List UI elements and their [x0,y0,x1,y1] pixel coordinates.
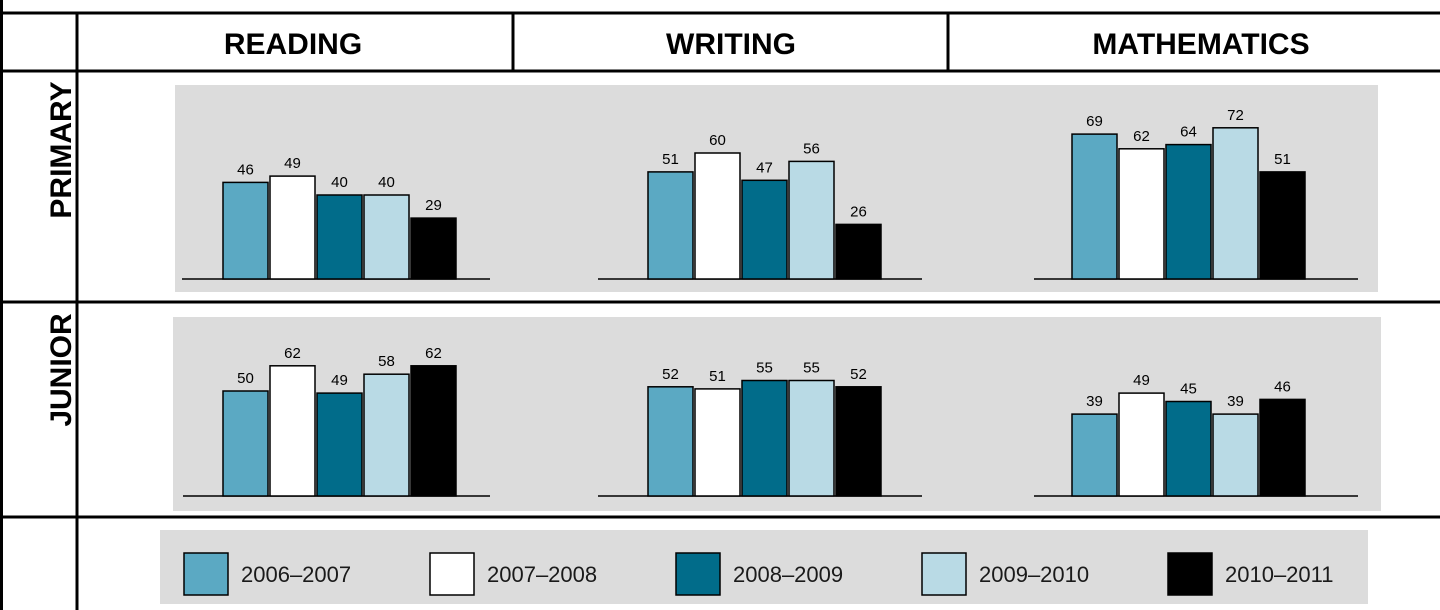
row-label-primary: PRIMARY [45,81,78,218]
bar-primary-reading-2009-2010 [363,194,410,280]
value-label-junior-mathematics-2009-2010: 39 [1227,393,1244,410]
value-label-primary-mathematics-2009-2010: 72 [1227,107,1244,124]
value-label-primary-writing-2010-2011: 26 [850,203,867,220]
bar-junior-mathematics-2007-2008 [1118,392,1165,497]
column-header-writing: WRITING [666,28,796,61]
legend-label-2007-2008: 2007–2008 [487,562,597,587]
value-label-junior-reading-2006-2007: 50 [237,370,254,387]
value-label-primary-mathematics-2007-2008: 62 [1133,128,1150,145]
value-label-junior-mathematics-2006-2007: 39 [1086,393,1103,410]
bar-primary-reading-2008-2009 [316,194,363,280]
bar-junior-writing-2010-2011 [835,386,882,497]
value-label-junior-mathematics-2010-2011: 46 [1274,378,1291,395]
bar-junior-writing-2008-2009 [741,379,788,497]
bar-primary-mathematics-2006-2007 [1071,133,1118,280]
bar-junior-mathematics-2006-2007 [1071,413,1118,497]
value-label-junior-reading-2007-2008: 62 [284,345,301,362]
value-label-primary-reading-2007-2008: 49 [284,155,301,172]
value-label-junior-writing-2007-2008: 51 [709,368,726,385]
bar-junior-reading-2010-2011 [410,365,457,497]
legend-swatch-2009-2010 [921,552,967,596]
bar-primary-reading-2007-2008 [269,175,316,280]
legend: 2006–2007 2007–2008 2008–2009 2009–2010 … [183,552,1334,596]
value-label-primary-writing-2008-2009: 47 [756,159,773,176]
legend-label-2010-2011: 2010–2011 [1225,562,1334,587]
value-label-junior-reading-2010-2011: 62 [425,345,442,362]
value-label-primary-reading-2009-2010: 40 [378,174,395,191]
value-label-junior-reading-2009-2010: 58 [378,353,395,370]
bar-junior-writing-2009-2010 [788,379,835,497]
bar-primary-mathematics-2009-2010 [1212,127,1259,280]
bar-primary-reading-2010-2011 [410,217,457,280]
row-label-junior: JUNIOR [45,313,78,427]
value-label-junior-mathematics-2007-2008: 49 [1133,372,1150,389]
value-label-junior-reading-2008-2009: 49 [331,372,348,389]
bar-junior-reading-2008-2009 [316,392,363,497]
value-label-primary-writing-2007-2008: 60 [709,132,726,149]
bar-junior-reading-2006-2007 [222,390,269,497]
column-header-reading: READING [224,28,362,61]
bar-primary-writing-2010-2011 [835,223,882,280]
value-label-primary-mathematics-2010-2011: 51 [1274,151,1291,168]
value-label-junior-writing-2009-2010: 55 [803,360,820,377]
value-label-primary-writing-2009-2010: 56 [803,140,820,157]
bar-primary-mathematics-2008-2009 [1165,143,1212,280]
legend-label-2006-2007: 2006–2007 [241,562,351,587]
value-label-junior-writing-2008-2009: 55 [756,360,773,377]
value-label-primary-reading-2010-2011: 29 [425,197,442,214]
bar-junior-reading-2009-2010 [363,373,410,497]
bar-primary-mathematics-2010-2011 [1259,171,1306,280]
value-label-primary-reading-2006-2007: 46 [237,161,254,178]
column-header-mathematics: MATHEMATICS [1092,28,1309,61]
bar-junior-mathematics-2009-2010 [1212,413,1259,497]
value-label-primary-mathematics-2006-2007: 69 [1086,113,1103,130]
legend-panel [160,530,1368,604]
legend-label-2008-2009: 2008–2009 [733,562,843,587]
value-label-junior-writing-2010-2011: 52 [850,366,867,383]
bar-primary-writing-2008-2009 [741,179,788,280]
bar-layer: 46 49 40 40 29 51 60 47 56 26 69 62 64 72 51 50 62 49 58 62… [222,107,1306,497]
value-label-primary-writing-2006-2007: 51 [662,151,679,168]
bar-junior-mathematics-2008-2009 [1165,400,1212,497]
bar-junior-mathematics-2010-2011 [1259,398,1306,497]
bar-primary-writing-2007-2008 [694,152,741,280]
bar-junior-writing-2007-2008 [694,388,741,497]
value-label-junior-writing-2006-2007: 52 [662,366,679,383]
value-label-junior-mathematics-2008-2009: 45 [1180,381,1197,398]
legend-swatch-2008-2009 [675,552,721,596]
legend-swatch-2007-2008 [429,552,475,596]
bar-junior-reading-2007-2008 [269,365,316,497]
bar-primary-writing-2009-2010 [788,160,835,280]
bar-junior-writing-2006-2007 [647,386,694,497]
value-label-primary-reading-2008-2009: 40 [331,174,348,191]
bar-primary-writing-2006-2007 [647,171,694,280]
legend-swatch-2010-2011 [1167,552,1213,596]
bar-primary-mathematics-2007-2008 [1118,148,1165,280]
legend-label-2009-2010: 2009–2010 [979,562,1089,587]
legend-swatch-2006-2007 [183,552,229,596]
value-label-primary-mathematics-2008-2009: 64 [1180,124,1197,141]
bar-primary-reading-2006-2007 [222,181,269,280]
